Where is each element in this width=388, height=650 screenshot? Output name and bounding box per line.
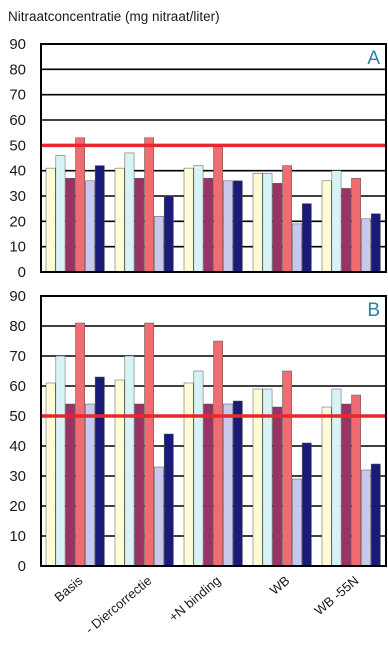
y-tick-label: 0: [18, 264, 26, 281]
bar: [370, 463, 381, 567]
chart-panel-a: 0 10 20 30 40 50 60 70 80 90 A: [9, 36, 387, 281]
bar: [361, 469, 371, 567]
y-tick-label: 60: [9, 378, 26, 395]
bar: [94, 376, 105, 567]
bar: [301, 442, 312, 567]
bar: [272, 406, 283, 567]
bar: [341, 188, 352, 273]
bar: [183, 382, 194, 567]
bar: [65, 403, 76, 567]
bar: [351, 394, 361, 567]
bar: [203, 178, 214, 273]
x-tick-label: WB: [267, 573, 293, 598]
bar: [351, 178, 361, 273]
bar: [154, 216, 164, 273]
bar: [65, 178, 76, 273]
y-tick-label: 50: [9, 137, 26, 154]
y-tick-label: 30: [9, 188, 26, 205]
y-tick-label: 60: [9, 112, 26, 129]
bar: [321, 180, 332, 273]
panel-label: A: [367, 48, 380, 69]
bar: [252, 172, 263, 273]
y-tick-label: 50: [9, 408, 26, 425]
bar: [55, 355, 66, 567]
bar: [203, 403, 214, 567]
y-tick-label: 70: [9, 87, 26, 104]
bar: [55, 155, 66, 273]
bar: [183, 167, 194, 273]
bar: [94, 165, 105, 273]
bar: [193, 370, 204, 567]
panel-label: B: [367, 300, 380, 321]
y-tick-label: 70: [9, 348, 26, 365]
bar: [124, 152, 135, 273]
bar: [341, 403, 352, 567]
bar: [292, 223, 302, 273]
bar: [163, 433, 174, 567]
bar: [114, 167, 125, 273]
y-tick-label: 40: [9, 438, 26, 455]
x-tick-label: WB -55N: [311, 573, 361, 618]
chart-title: Nitraatconcentratie (mg nitraat/liter): [8, 9, 220, 24]
bar: [223, 180, 233, 273]
bar: [272, 183, 283, 273]
bar: [45, 167, 56, 273]
bar: [75, 322, 85, 567]
bar: [361, 218, 371, 273]
bar: [114, 379, 125, 567]
plot-frame: [40, 43, 387, 273]
bar: [124, 355, 135, 567]
y-tick-label: 20: [9, 498, 26, 515]
bar: [85, 180, 95, 273]
y-tick-label: 10: [9, 528, 26, 545]
bar: [144, 322, 154, 567]
bar: [232, 180, 243, 273]
bar: [75, 137, 85, 273]
x-tick-label: +N binding: [166, 573, 224, 625]
y-tick-label: 0: [18, 558, 26, 575]
y-tick-label: 80: [9, 318, 26, 335]
y-tick-label: 10: [9, 239, 26, 256]
bar: [134, 403, 145, 567]
y-tick-label: 20: [9, 213, 26, 230]
bar: [45, 382, 56, 567]
bar: [85, 403, 95, 567]
y-tick-label: 80: [9, 61, 26, 78]
x-tick-label: Basis: [51, 572, 85, 604]
bar: [213, 145, 223, 273]
bar: [232, 400, 243, 567]
x-tick-label: - Diercorrectie: [82, 573, 154, 637]
bar: [223, 403, 233, 567]
y-tick-label: 40: [9, 163, 26, 180]
bar: [301, 203, 312, 273]
plot-frame: [40, 295, 387, 567]
bar: [331, 170, 342, 273]
bar: [144, 137, 154, 273]
y-tick-label: 30: [9, 468, 26, 485]
bar: [213, 340, 223, 567]
bar: [282, 165, 292, 273]
bar: [154, 466, 164, 567]
bar: [321, 406, 332, 567]
bar: [370, 213, 381, 273]
bar: [262, 172, 273, 273]
bar: [282, 370, 292, 567]
bar: [163, 195, 174, 273]
y-tick-label: 90: [9, 288, 26, 305]
bar: [193, 165, 204, 273]
bar: [292, 478, 302, 567]
chart-panel-b: 0 10 20 30 40 50 60 70 80 90 B: [9, 288, 387, 575]
bar: [134, 178, 145, 273]
y-tick-label: 90: [9, 36, 26, 53]
